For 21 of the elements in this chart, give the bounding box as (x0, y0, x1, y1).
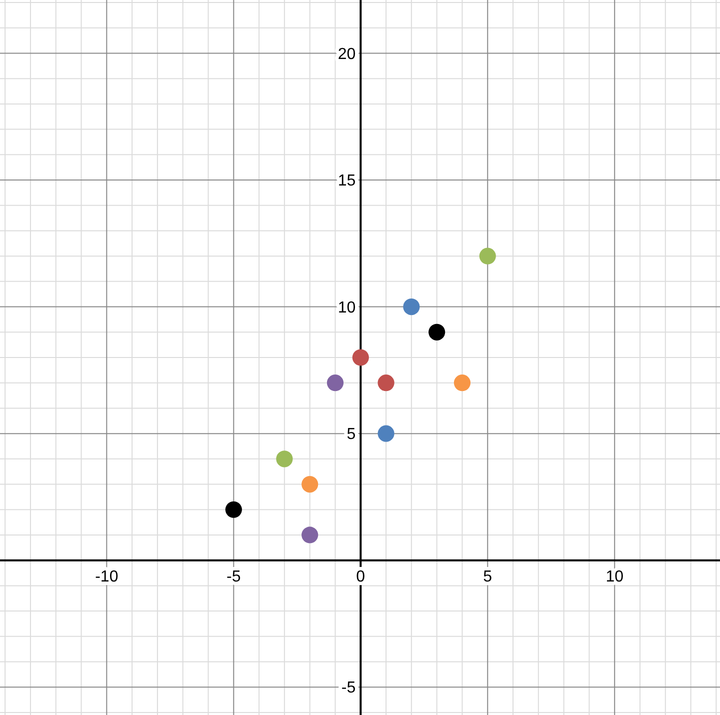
point (352, 349, 369, 366)
y-tick-label: 15 (338, 172, 356, 190)
point (378, 425, 394, 442)
x-tick-label: 5 (483, 568, 492, 586)
point (454, 374, 471, 392)
point (479, 248, 496, 264)
point (326, 374, 344, 392)
y-tick-label: -5 (341, 680, 356, 697)
point (302, 526, 318, 544)
y-tick-label: 20 (338, 46, 356, 63)
x-tick-label: -5 (226, 568, 241, 586)
point (302, 476, 318, 493)
y-tick-label: 10 (338, 299, 356, 316)
point (378, 374, 394, 392)
point (225, 501, 242, 518)
y-tick-label: 5 (346, 426, 356, 444)
x-tick-label: -10 (95, 568, 118, 586)
point (403, 298, 420, 316)
x-tick-label: 10 (606, 568, 624, 586)
point (428, 324, 446, 340)
point (276, 450, 293, 468)
